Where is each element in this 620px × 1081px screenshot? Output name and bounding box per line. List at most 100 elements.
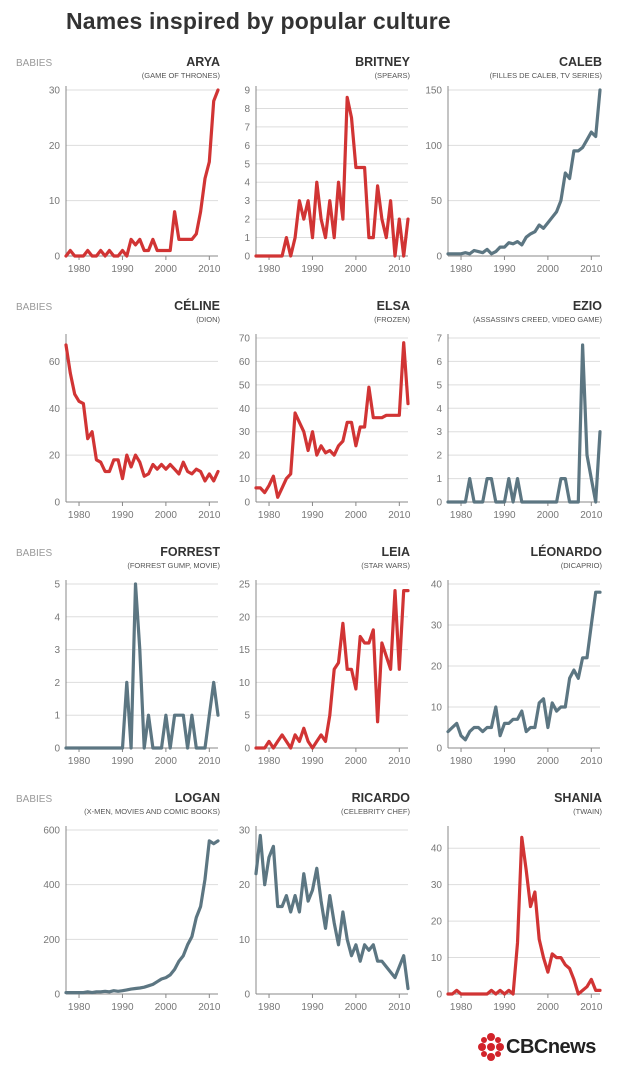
chart-title: RICARDO bbox=[352, 791, 411, 805]
y-tick-label: 60 bbox=[239, 357, 251, 368]
x-tick-label: 2000 bbox=[345, 264, 368, 275]
y-tick-label: 10 bbox=[239, 935, 251, 946]
cbc-gem-logo bbox=[478, 1033, 504, 1061]
y-tick-label: 4 bbox=[54, 612, 60, 623]
x-tick-label: 2000 bbox=[155, 1002, 178, 1013]
y-tick-label: 0 bbox=[244, 498, 250, 509]
y-tick-label: 0 bbox=[54, 744, 60, 755]
chart-subtitle: (TWAIN) bbox=[573, 807, 602, 816]
y-tick-label: 30 bbox=[239, 427, 251, 438]
y-tick-label: 20 bbox=[49, 141, 61, 152]
y-tick-label: 0 bbox=[436, 744, 442, 755]
x-tick-label: 2000 bbox=[345, 756, 368, 767]
y-tick-label: 40 bbox=[431, 580, 443, 591]
x-tick-label: 2010 bbox=[580, 756, 603, 767]
page-title: Names inspired by popular culture bbox=[66, 8, 451, 34]
y-tick-label: 5 bbox=[244, 159, 250, 170]
y-tick-label: 10 bbox=[431, 703, 443, 714]
x-tick-label: 2000 bbox=[345, 1002, 368, 1013]
series-line bbox=[446, 835, 602, 996]
y-tick-label: 40 bbox=[49, 404, 61, 415]
chart-forrest: FORREST (FORREST GUMP, MOVIE) BABIES 0 1 2 3 4 5… bbox=[16, 545, 221, 767]
y-tick-label: 30 bbox=[49, 86, 61, 97]
y-tick-label: 200 bbox=[43, 935, 60, 946]
x-tick-label: 1980 bbox=[258, 1002, 281, 1013]
x-tick-label: 1980 bbox=[450, 264, 473, 275]
y-tick-label: 10 bbox=[49, 196, 61, 207]
y-tick-label: 100 bbox=[425, 141, 442, 152]
chart-arya: ARYA (GAME OF THRONES) BABIES 0 10 20 30 1980 19… bbox=[16, 55, 221, 275]
y-tick-label: 0 bbox=[436, 498, 442, 509]
x-tick-label: 2000 bbox=[537, 1002, 560, 1013]
x-tick-label: 2000 bbox=[155, 756, 178, 767]
y-tick-label: 60 bbox=[49, 357, 61, 368]
x-tick-label: 1980 bbox=[258, 510, 281, 521]
y-tick-label: 10 bbox=[239, 474, 251, 485]
series-line bbox=[64, 582, 220, 750]
chart-ezio: EZIO (ASSASSIN'S CREED, VIDEO GAME) 0 1 2 3 4 5… bbox=[436, 299, 602, 521]
x-tick-label: 1980 bbox=[68, 264, 91, 275]
y-axis-label: BABIES bbox=[16, 302, 52, 313]
x-tick-label: 1980 bbox=[258, 264, 281, 275]
x-tick-label: 2000 bbox=[537, 510, 560, 521]
x-tick-label: 1990 bbox=[111, 264, 134, 275]
x-tick-label: 2000 bbox=[155, 264, 178, 275]
y-axis-label: BABIES bbox=[16, 58, 52, 69]
chart-subtitle: (FROZEN) bbox=[374, 315, 410, 324]
x-tick-label: 1990 bbox=[111, 510, 134, 521]
y-tick-label: 1 bbox=[54, 711, 60, 722]
chart-subtitle: (DICAPRIO) bbox=[561, 561, 603, 570]
x-tick-label: 2000 bbox=[537, 264, 560, 275]
x-tick-label: 2010 bbox=[198, 510, 221, 521]
chart-title: LEIA bbox=[382, 545, 410, 559]
y-axis-label: BABIES bbox=[16, 548, 52, 559]
y-tick-label: 30 bbox=[239, 826, 251, 837]
y-tick-label: 4 bbox=[244, 178, 250, 189]
y-tick-label: 20 bbox=[431, 917, 443, 928]
chart-elsa: ELSA (FROZEN) 0 10 20 30 40 50 60 70 1980 1990 2000 2… bbox=[239, 299, 411, 521]
chart-cline: CÉLINE (DION) BABIES 0 20 40 60 1980 1990 2000 201… bbox=[16, 298, 221, 521]
x-tick-label: 1980 bbox=[258, 756, 281, 767]
chart-subtitle: (ASSASSIN'S CREED, VIDEO GAME) bbox=[473, 315, 602, 324]
x-tick-label: 1990 bbox=[493, 756, 516, 767]
x-tick-label: 1990 bbox=[111, 1002, 134, 1013]
chart-subtitle: (FORREST GUMP, MOVIE) bbox=[127, 561, 220, 570]
y-tick-label: 20 bbox=[239, 451, 251, 462]
x-tick-label: 2000 bbox=[345, 510, 368, 521]
x-tick-label: 2010 bbox=[388, 756, 411, 767]
y-tick-label: 4 bbox=[436, 404, 442, 415]
y-tick-label: 10 bbox=[239, 678, 251, 689]
series-line bbox=[446, 590, 602, 742]
chart-caleb: CALEB (FILLES DE CALEB, TV SERIES) 0 50 100 1… bbox=[425, 55, 603, 275]
chart-title: EZIO bbox=[573, 299, 602, 313]
y-tick-label: 3 bbox=[244, 196, 250, 207]
x-tick-label: 2010 bbox=[580, 1002, 603, 1013]
y-tick-label: 2 bbox=[244, 215, 250, 226]
y-tick-label: 5 bbox=[244, 711, 250, 722]
y-tick-label: 25 bbox=[239, 580, 251, 591]
x-tick-label: 2000 bbox=[155, 510, 178, 521]
y-axis-label: BABIES bbox=[16, 794, 52, 805]
chart-title: LOGAN bbox=[175, 791, 220, 805]
chart-subtitle: (SPEARS) bbox=[375, 71, 411, 80]
x-tick-label: 1980 bbox=[68, 1002, 91, 1013]
chart-title: LÉONARDO bbox=[530, 544, 602, 559]
x-tick-label: 1980 bbox=[68, 756, 91, 767]
x-tick-label: 2010 bbox=[580, 264, 603, 275]
y-tick-label: 2 bbox=[436, 451, 442, 462]
chart-title: ELSA bbox=[377, 299, 410, 313]
series-line bbox=[446, 343, 602, 504]
y-tick-label: 20 bbox=[239, 612, 251, 623]
x-tick-label: 2010 bbox=[388, 1002, 411, 1013]
y-tick-label: 0 bbox=[244, 252, 250, 263]
y-tick-label: 0 bbox=[436, 252, 442, 263]
chart-title: CALEB bbox=[559, 55, 602, 69]
y-tick-label: 20 bbox=[49, 451, 61, 462]
cbc-news-wordmark: CBCnews bbox=[506, 1036, 596, 1058]
y-tick-label: 3 bbox=[436, 427, 442, 438]
y-tick-label: 400 bbox=[43, 880, 60, 891]
x-tick-label: 1980 bbox=[450, 1002, 473, 1013]
y-tick-label: 40 bbox=[239, 404, 251, 415]
chart-leia: LEIA (STAR WARS) 0 5 10 15 20 25 1980 1990 2000 201… bbox=[239, 545, 411, 767]
